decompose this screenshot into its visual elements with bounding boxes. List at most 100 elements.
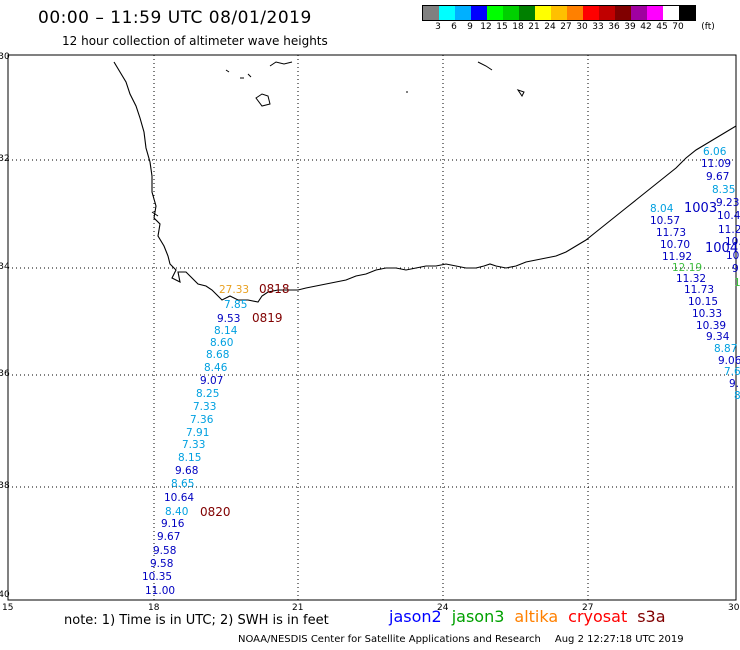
wave-height-value: 10.15 [688, 296, 719, 308]
wave-height-value: 27.33 [219, 284, 250, 296]
wave-height-value: 12.19 [672, 262, 703, 274]
wave-height-value: 9. [729, 378, 740, 390]
wave-height-value: 7.85 [224, 299, 248, 311]
track-time-label: 1003 [684, 201, 718, 216]
wave-height-value: 9.53 [217, 313, 241, 325]
color-swatch [551, 6, 567, 20]
legend-item-s3a: s3a [637, 607, 666, 626]
color-scale-bar [422, 5, 696, 21]
wave-height-value: 8.25 [196, 388, 220, 400]
wave-height-value: 10.4 [717, 210, 740, 222]
longitude-label: 18 [148, 603, 160, 613]
wave-height-value: 8.40 [165, 506, 189, 518]
wave-height-value: 9.23 [716, 197, 740, 209]
wave-height-value: 11.73 [656, 227, 687, 239]
color-swatch [455, 6, 471, 20]
wave-height-value: 8.87 [714, 343, 738, 355]
color-scale-tick: 33 [592, 22, 604, 32]
color-scale-tick: 6 [451, 22, 457, 32]
color-scale-tick: 42 [640, 22, 652, 32]
color-swatch [663, 6, 679, 20]
color-swatch [631, 6, 647, 20]
color-scale-tick: 24 [544, 22, 556, 32]
wave-height-value: 6.06 [703, 146, 727, 158]
color-swatch [615, 6, 631, 20]
color-swatch [487, 6, 503, 20]
wave-height-value: 10.35 [142, 571, 173, 583]
color-swatch [599, 6, 615, 20]
wave-height-value: 10.70 [660, 239, 691, 251]
latitude-label: -32 [0, 154, 10, 164]
wave-height-value: 9.16 [161, 518, 185, 530]
wave-height-value: 11.92 [662, 251, 693, 263]
longitude-label: 24 [437, 603, 449, 613]
inland-features [151, 61, 525, 217]
wave-height-value: 9.58 [150, 558, 174, 570]
wave-height-value: 11.2 [718, 224, 740, 236]
wave-height-value: 8 [734, 390, 740, 402]
wave-height-value: 7.36 [190, 414, 214, 426]
track-time-label: 0819 [252, 311, 283, 325]
wave-height-value: 11.09 [701, 158, 732, 170]
credit-text: NOAA/NESDIS Center for Satellite Applica… [238, 634, 541, 645]
color-scale-tick: 9 [467, 22, 473, 32]
latitude-label: -40 [0, 590, 10, 600]
wave-height-value: 8.46 [204, 362, 228, 374]
wave-height-value: 8.60 [210, 337, 234, 349]
legend-item-jason3: jason3 [451, 607, 505, 626]
color-scale-tick: 18 [512, 22, 524, 32]
wave-height-value: 9.67 [706, 171, 730, 183]
wave-height-value: 11.73 [684, 284, 715, 296]
latitude-label: -34 [0, 262, 10, 272]
wave-height-value: 11.00 [145, 585, 176, 597]
color-scale-tick: 70 [672, 22, 684, 32]
longitude-label: 27 [582, 603, 594, 613]
wave-height-value: 10.33 [692, 308, 723, 320]
wave-height-value: 8.35 [712, 184, 736, 196]
wave-height-value: 10. [726, 250, 740, 262]
generated-timestamp: Aug 2 12:27:18 UTC 2019 [554, 634, 684, 645]
color-swatch [567, 6, 583, 20]
color-scale-tick: 27 [560, 22, 572, 32]
color-swatch [519, 6, 535, 20]
latitude-label: -30 [0, 52, 10, 62]
wave-height-value: 7.33 [182, 439, 206, 451]
wave-height-value: 8.04 [650, 203, 674, 215]
wave-height-value: 10. [725, 236, 740, 248]
wave-height-value: 9.68 [175, 465, 199, 477]
color-swatch [471, 6, 487, 20]
color-swatch [423, 6, 439, 20]
color-scale-unit: (ft) [701, 22, 715, 32]
credit-line: NOAA/NESDIS Center for Satellite Applica… [238, 634, 684, 645]
color-swatch [535, 6, 551, 20]
wave-height-value: 9.67 [157, 531, 181, 543]
footer-note: note: 1) Time is in UTC; 2) SWH is in fe… [64, 613, 329, 628]
color-swatch [647, 6, 663, 20]
color-swatch [439, 6, 455, 20]
color-scale-tick: 15 [496, 22, 508, 32]
legend-item-cryosat: cryosat [568, 607, 628, 626]
wave-height-value: 9.34 [706, 331, 730, 343]
track-time-label: 0820 [200, 505, 231, 519]
legend-item-altika: altika [514, 607, 559, 626]
legend-item-jason2: jason2 [389, 607, 442, 626]
wave-height-value: 9.06 [718, 355, 740, 367]
satellite-legend: jason2 jason3 altika cryosat s3a [389, 607, 676, 626]
chart-title: 00:00 – 11:59 UTC 08/01/2019 [38, 8, 312, 28]
color-swatch [679, 6, 695, 20]
wave-height-value: 7.33 [193, 401, 217, 413]
grid-lines [8, 55, 736, 600]
latitude-label: -36 [0, 369, 10, 379]
wave-height-value: 10.39 [696, 320, 727, 332]
color-scale-tick: 3 [435, 22, 441, 32]
color-scale-tick: 45 [656, 22, 668, 32]
wave-height-value: 7.6 [724, 366, 740, 378]
wave-height-value: 8.15 [178, 452, 202, 464]
wave-height-value: 10.57 [650, 215, 681, 227]
coastline [113, 61, 737, 303]
longitude-label: 30 [728, 603, 740, 613]
color-scale-tick: 36 [608, 22, 620, 32]
wave-height-value: 8.68 [206, 349, 230, 361]
chart-subtitle: 12 hour collection of altimeter wave hei… [62, 34, 328, 48]
